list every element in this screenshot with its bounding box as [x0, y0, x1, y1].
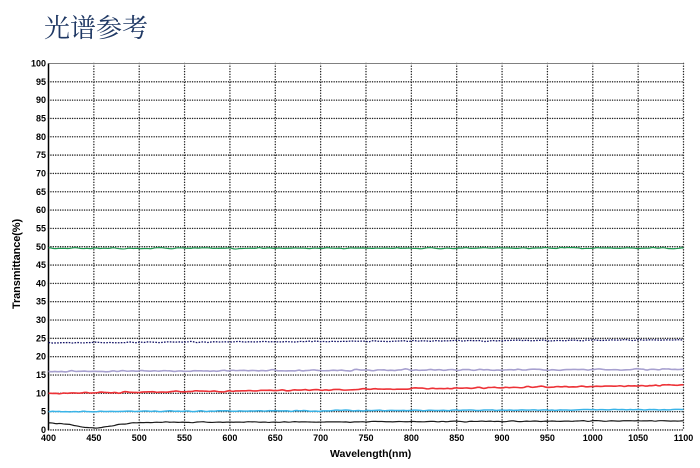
svg-text:75: 75 [36, 150, 46, 160]
svg-text:100: 100 [31, 59, 46, 69]
svg-text:15: 15 [36, 370, 46, 380]
svg-text:60: 60 [36, 205, 46, 215]
svg-text:80: 80 [36, 132, 46, 142]
svg-text:500: 500 [132, 433, 147, 443]
svg-text:40: 40 [36, 278, 46, 288]
svg-text:5: 5 [41, 407, 46, 417]
svg-text:90: 90 [36, 95, 46, 105]
svg-text:800: 800 [404, 433, 419, 443]
svg-text:600: 600 [222, 433, 237, 443]
svg-text:900: 900 [495, 433, 510, 443]
svg-text:750: 750 [358, 433, 373, 443]
svg-text:850: 850 [449, 433, 464, 443]
svg-text:550: 550 [177, 433, 192, 443]
svg-text:85: 85 [36, 113, 46, 123]
svg-text:450: 450 [86, 433, 101, 443]
svg-text:95: 95 [36, 77, 46, 87]
svg-text:65: 65 [36, 187, 46, 197]
svg-text:1050: 1050 [628, 433, 648, 443]
svg-text:55: 55 [36, 223, 46, 233]
svg-text:45: 45 [36, 260, 46, 270]
svg-text:35: 35 [36, 297, 46, 307]
svg-text:30: 30 [36, 315, 46, 325]
svg-text:50: 50 [36, 242, 46, 252]
svg-text:650: 650 [268, 433, 283, 443]
svg-text:950: 950 [540, 433, 555, 443]
svg-text:25: 25 [36, 333, 46, 343]
svg-text:400: 400 [41, 433, 56, 443]
svg-text:1100: 1100 [674, 433, 694, 443]
svg-text:70: 70 [36, 168, 46, 178]
svg-text:20: 20 [36, 352, 46, 362]
svg-text:10: 10 [36, 388, 46, 398]
svg-text:700: 700 [313, 433, 328, 443]
svg-text:1000: 1000 [583, 433, 603, 443]
